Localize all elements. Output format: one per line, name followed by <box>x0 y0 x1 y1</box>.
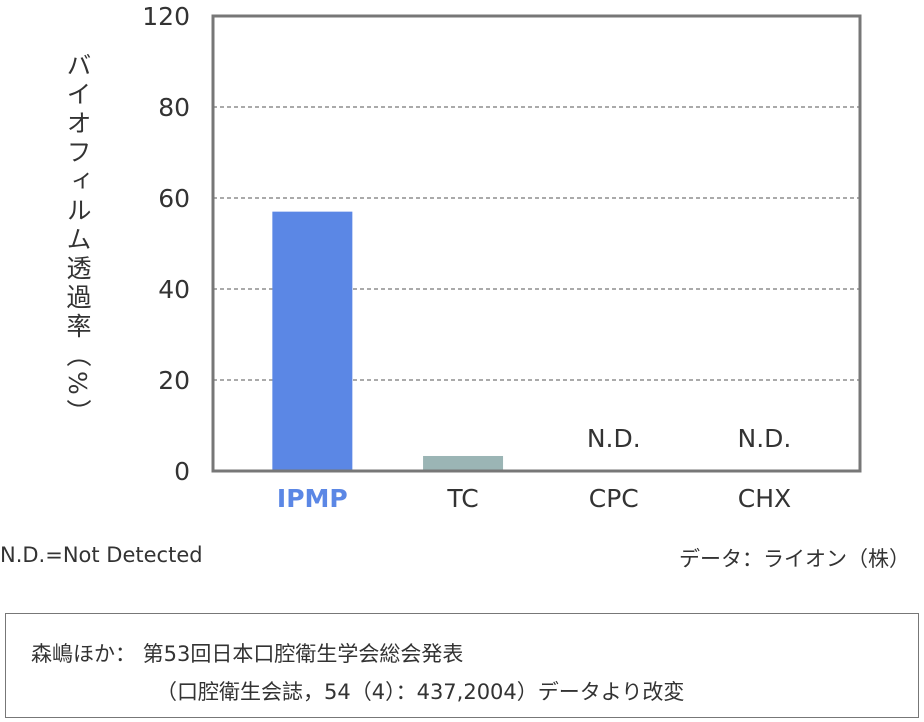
chart: 0 20 40 60 80 120 IPMP TC CPC N.D. CHX N.D. <box>142 2 862 513</box>
y-tick-label: 40 <box>158 275 190 304</box>
y-tick-label: 120 <box>142 2 190 31</box>
bar <box>423 455 504 471</box>
citation-line: （口腔衛生会誌，54（4）：437,2004）データより改変 <box>156 680 685 704</box>
y-tick-label: 80 <box>158 93 190 122</box>
y-axis-label: バイオフィルム透過率（%） <box>63 52 92 428</box>
x-tick-label: TC <box>446 484 478 513</box>
y-tick-label: 0 <box>174 457 190 486</box>
x-tick-label: CPC <box>589 484 639 513</box>
citation-box: 森嶋ほか： 第53回日本口腔衛生学会総会発表 （口腔衛生会誌，54（4）：437… <box>5 613 919 718</box>
bar <box>272 211 353 471</box>
y-tick-label: 20 <box>158 366 190 395</box>
y-tick-label: 60 <box>158 184 190 213</box>
source: データ：ライオン（株） <box>679 547 910 571</box>
value-label: N.D. <box>738 424 792 453</box>
x-tick-label: IPMP <box>277 484 348 513</box>
x-tick-label: CHX <box>738 484 791 513</box>
footnote: N.D.=Not Detected <box>0 543 203 567</box>
plot-frame <box>211 14 862 473</box>
value-label: N.D. <box>587 424 641 453</box>
citation-line: 森嶋ほか： 第53回日本口腔衛生学会総会発表 <box>31 642 464 666</box>
